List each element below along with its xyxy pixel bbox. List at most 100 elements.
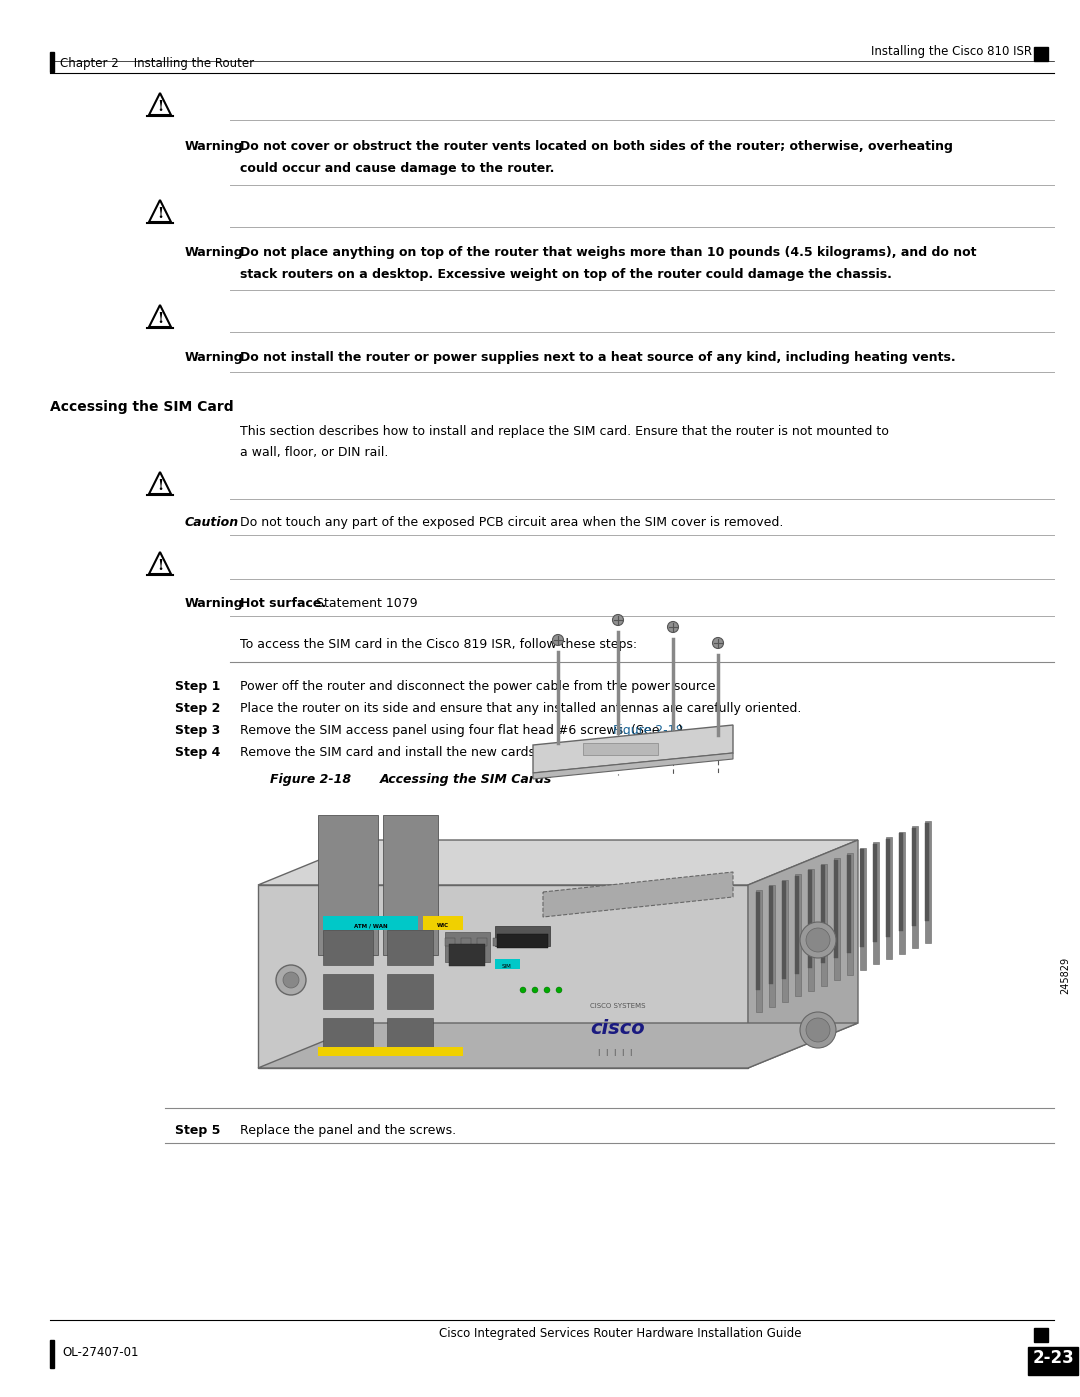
Text: !: ! <box>157 559 163 573</box>
Polygon shape <box>769 886 775 1007</box>
Text: |: | <box>605 1049 607 1056</box>
Bar <box>50 52 54 73</box>
Text: Remove the SIM access panel using four flat head #6 screws. (See: Remove the SIM access panel using four f… <box>240 724 663 738</box>
Bar <box>492 937 503 946</box>
Text: cisco: cisco <box>591 1018 646 1038</box>
Polygon shape <box>899 833 903 932</box>
Polygon shape <box>756 891 760 989</box>
Text: !: ! <box>157 312 163 326</box>
Bar <box>461 937 471 946</box>
Polygon shape <box>543 872 733 916</box>
Text: ATM / WAN: ATM / WAN <box>354 923 388 928</box>
Text: Warning: Warning <box>185 351 244 365</box>
Text: Remove the SIM card and install the new cards.: Remove the SIM card and install the new … <box>240 746 539 759</box>
Polygon shape <box>149 94 171 115</box>
Polygon shape <box>912 828 916 926</box>
Polygon shape <box>924 823 929 921</box>
Bar <box>318 814 378 956</box>
Text: a wall, floor, or DIN rail.: a wall, floor, or DIN rail. <box>240 446 389 460</box>
Polygon shape <box>847 855 851 953</box>
Text: |: | <box>597 1049 599 1056</box>
Bar <box>323 974 373 1009</box>
Polygon shape <box>258 840 858 886</box>
Text: Hot surface.: Hot surface. <box>240 597 326 610</box>
Bar <box>387 1018 433 1053</box>
Text: Warning: Warning <box>185 597 244 610</box>
Bar <box>323 1018 373 1053</box>
Bar <box>318 1046 463 1056</box>
Text: CISCO SYSTEMS: CISCO SYSTEMS <box>591 1003 646 1009</box>
Bar <box>387 974 433 1009</box>
Text: .): .) <box>675 724 684 738</box>
Bar <box>449 944 485 965</box>
Text: |: | <box>629 1049 631 1056</box>
Bar <box>497 935 548 949</box>
Polygon shape <box>756 890 762 1011</box>
Bar <box>383 814 438 956</box>
Polygon shape <box>149 552 171 574</box>
Circle shape <box>553 634 564 645</box>
Polygon shape <box>149 200 171 222</box>
Text: |: | <box>621 1049 623 1056</box>
Polygon shape <box>534 725 733 773</box>
Text: Do not touch any part of the exposed PCB circuit area when the SIM cover is remo: Do not touch any part of the exposed PCB… <box>240 515 783 529</box>
Polygon shape <box>886 838 890 936</box>
Text: Step 5: Step 5 <box>175 1125 220 1137</box>
Bar <box>445 937 455 946</box>
Text: WIC: WIC <box>437 923 449 928</box>
Text: |: | <box>612 1049 616 1056</box>
Text: Installing the Cisco 810 ISR: Installing the Cisco 810 ISR <box>870 46 1032 59</box>
Bar <box>1034 47 1048 61</box>
Polygon shape <box>782 882 786 979</box>
Bar <box>583 743 658 754</box>
Polygon shape <box>149 472 171 495</box>
Polygon shape <box>886 837 892 958</box>
Bar <box>50 1340 54 1368</box>
Bar <box>509 937 519 946</box>
Text: SIM: SIM <box>502 964 512 970</box>
Circle shape <box>532 988 538 993</box>
Polygon shape <box>899 833 905 954</box>
Circle shape <box>800 1011 836 1048</box>
Circle shape <box>800 922 836 958</box>
Polygon shape <box>258 886 748 1067</box>
Bar <box>495 958 519 970</box>
Polygon shape <box>821 863 827 986</box>
Circle shape <box>276 965 306 995</box>
Circle shape <box>667 622 678 633</box>
Text: To access the SIM card in the Cisco 819 ISR, follow these steps:: To access the SIM card in the Cisco 819 … <box>240 638 637 651</box>
Text: Chapter 2    Installing the Router: Chapter 2 Installing the Router <box>60 56 254 70</box>
Bar <box>323 930 373 965</box>
Text: Figure 2-18: Figure 2-18 <box>270 773 351 787</box>
Text: OL-27407-01: OL-27407-01 <box>62 1345 138 1358</box>
Polygon shape <box>258 1023 858 1067</box>
Text: This section describes how to install and replace the SIM card. Ensure that the : This section describes how to install an… <box>240 425 889 439</box>
Text: 2-23: 2-23 <box>1032 1350 1074 1368</box>
Bar <box>323 916 418 930</box>
Text: !: ! <box>157 207 163 221</box>
Text: Step 4: Step 4 <box>175 746 220 759</box>
Text: Figure 2-18: Figure 2-18 <box>613 724 684 738</box>
Text: Do not cover or obstruct the router vents located on both sides of the router; o: Do not cover or obstruct the router vent… <box>240 140 953 154</box>
Polygon shape <box>821 865 825 963</box>
Polygon shape <box>860 848 866 970</box>
Bar <box>445 932 490 963</box>
Text: stack routers on a desktop. Excessive weight on top of the router could damage t: stack routers on a desktop. Excessive we… <box>240 268 892 281</box>
Text: Power off the router and disconnect the power cable from the power source.: Power off the router and disconnect the … <box>240 680 719 693</box>
Circle shape <box>556 988 562 993</box>
Text: !: ! <box>157 99 163 113</box>
Text: Step 1: Step 1 <box>175 680 220 693</box>
Circle shape <box>544 988 550 993</box>
Circle shape <box>806 1018 831 1042</box>
Polygon shape <box>782 880 788 1002</box>
Polygon shape <box>860 849 864 947</box>
Polygon shape <box>873 842 879 964</box>
Bar <box>1028 1347 1078 1375</box>
Text: could occur and cause damage to the router.: could occur and cause damage to the rout… <box>240 162 554 175</box>
Circle shape <box>283 972 299 988</box>
Polygon shape <box>808 870 812 968</box>
Text: Step 2: Step 2 <box>175 703 220 715</box>
Polygon shape <box>795 876 799 974</box>
Polygon shape <box>834 858 840 981</box>
Polygon shape <box>924 821 931 943</box>
